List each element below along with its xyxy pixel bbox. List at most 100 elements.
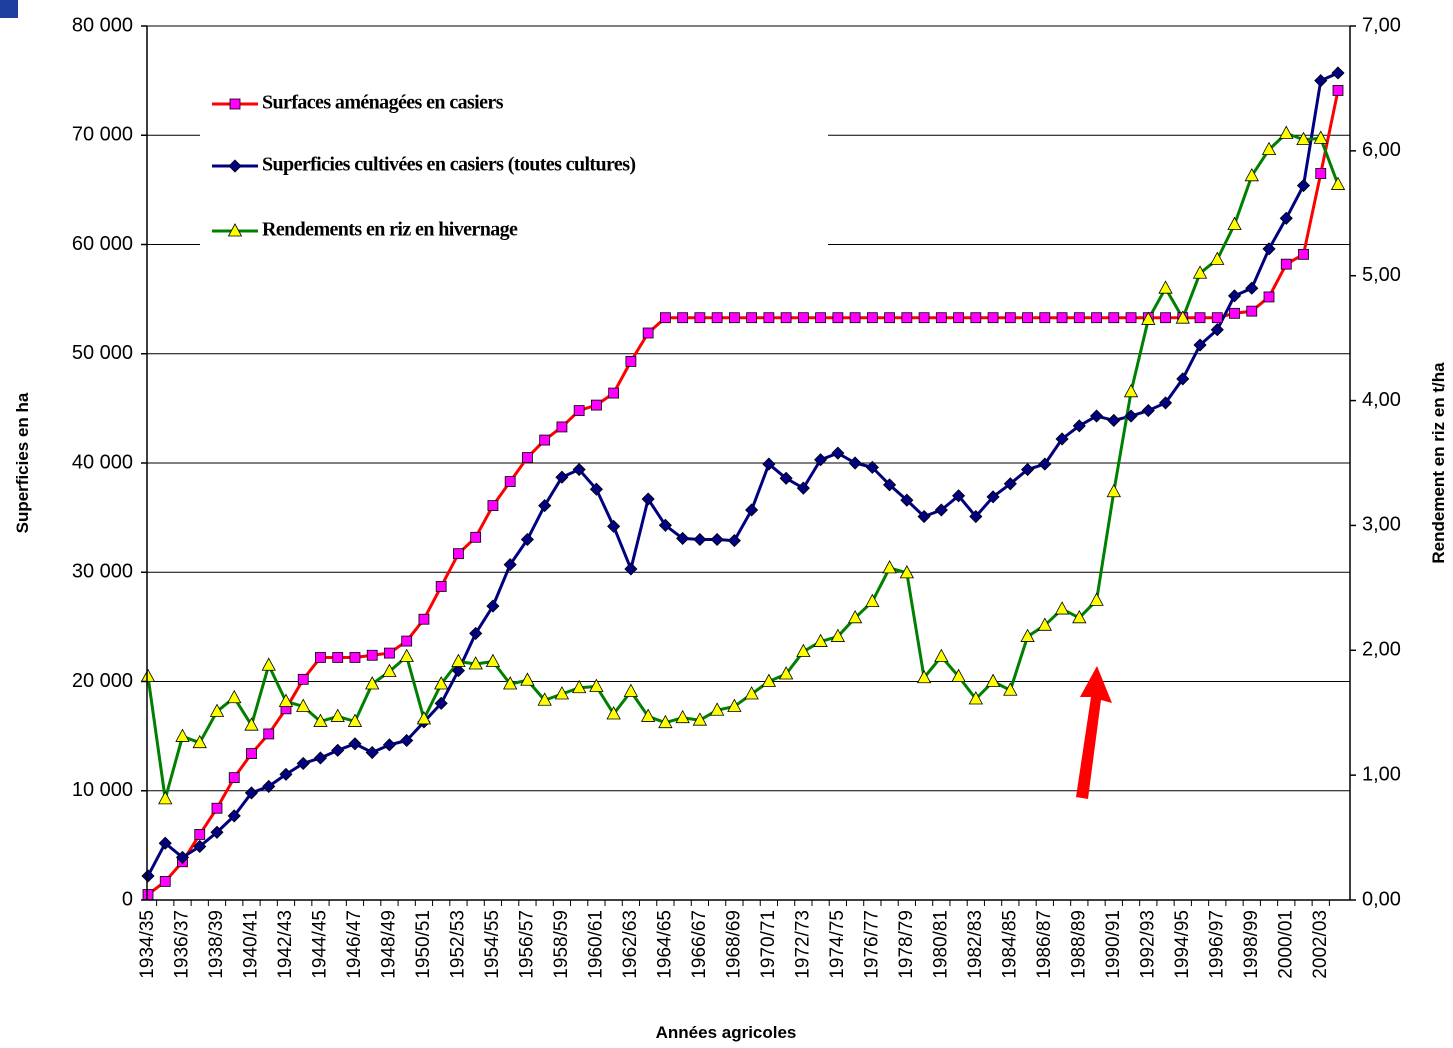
- marker: [711, 312, 723, 324]
- marker: [503, 676, 518, 690]
- marker: [175, 850, 190, 864]
- marker: [538, 499, 552, 513]
- marker: [1158, 280, 1173, 294]
- x-tick-label: 1974/75: [827, 910, 848, 979]
- y2-tick-label: 7,00: [1362, 14, 1401, 36]
- marker: [658, 714, 673, 729]
- marker: [677, 312, 689, 324]
- marker: [865, 460, 879, 474]
- x-tick-label: 1968/69: [723, 910, 744, 979]
- marker: [347, 713, 363, 727]
- y-axis-label: Superficies en ha: [13, 392, 32, 533]
- marker: [589, 482, 603, 496]
- marker: [918, 312, 930, 324]
- x-tick-label: 1950/51: [413, 910, 434, 979]
- marker: [384, 647, 395, 659]
- marker: [503, 558, 517, 572]
- marker: [900, 493, 914, 507]
- marker: [487, 500, 499, 512]
- marker: [986, 490, 1000, 504]
- marker: [745, 503, 759, 517]
- marker: [1227, 216, 1242, 230]
- marker: [229, 98, 241, 110]
- marker: [400, 733, 414, 748]
- marker: [1175, 310, 1190, 324]
- marker: [451, 653, 466, 667]
- marker: [1141, 311, 1156, 325]
- x-tick-label: 1952/53: [447, 910, 468, 979]
- marker: [1296, 178, 1311, 193]
- marker: [884, 312, 895, 324]
- marker: [1037, 617, 1052, 631]
- series-line: [147, 90, 1340, 896]
- marker: [642, 327, 654, 339]
- marker: [658, 518, 672, 532]
- marker: [1227, 289, 1242, 303]
- marker: [1003, 477, 1017, 491]
- marker: [228, 159, 242, 173]
- y-tick-label: 50 000: [72, 342, 133, 364]
- marker: [504, 476, 516, 487]
- marker: [1331, 66, 1345, 80]
- marker: [882, 560, 897, 574]
- marker: [278, 693, 294, 707]
- marker: [572, 462, 586, 477]
- x-tick-label: 1956/57: [516, 910, 537, 979]
- x-tick-label: 1988/89: [1068, 910, 1089, 979]
- marker: [1089, 592, 1104, 606]
- marker: [746, 312, 758, 324]
- marker: [451, 664, 466, 678]
- x-tick-label: 1984/85: [999, 910, 1020, 979]
- marker: [951, 668, 966, 682]
- marker: [262, 779, 276, 793]
- marker: [1091, 312, 1102, 324]
- x-tick-label: 1938/39: [206, 910, 227, 979]
- marker: [297, 673, 309, 685]
- marker: [1315, 168, 1327, 179]
- marker: [279, 767, 293, 781]
- y2-tick-label: 4,00: [1362, 389, 1401, 411]
- marker: [1313, 130, 1328, 144]
- marker: [694, 312, 706, 324]
- marker: [815, 312, 827, 324]
- marker: [1279, 125, 1294, 139]
- marker: [366, 649, 378, 661]
- marker: [348, 737, 362, 751]
- marker: [606, 706, 621, 720]
- marker: [1054, 601, 1070, 615]
- marker: [1056, 312, 1068, 324]
- marker: [693, 532, 707, 547]
- marker: [1072, 609, 1087, 624]
- marker: [332, 652, 344, 663]
- marker: [727, 534, 741, 548]
- marker: [1073, 312, 1085, 324]
- marker: [193, 839, 207, 854]
- marker: [830, 628, 846, 642]
- marker: [901, 312, 913, 324]
- marker: [797, 312, 809, 324]
- marker: [934, 648, 949, 662]
- marker: [263, 728, 275, 740]
- marker: [209, 703, 225, 717]
- x-tick-label: 1960/61: [585, 910, 606, 979]
- x-tick-label: 1970/71: [758, 910, 779, 979]
- x-axis-label: Années agricoles: [656, 1023, 797, 1042]
- marker: [970, 312, 982, 324]
- marker: [710, 532, 724, 547]
- marker: [1160, 312, 1171, 324]
- marker: [1279, 211, 1293, 225]
- x-tick-label: 1964/65: [654, 910, 675, 979]
- marker: [1072, 419, 1086, 433]
- marker: [728, 312, 740, 324]
- marker: [434, 676, 449, 690]
- x-tick-label: 1990/91: [1103, 910, 1124, 979]
- marker: [416, 711, 432, 725]
- marker: [382, 663, 397, 677]
- marker: [175, 728, 190, 742]
- y2-tick-label: 5,00: [1362, 264, 1401, 286]
- marker: [1210, 251, 1225, 265]
- marker: [591, 399, 602, 411]
- marker: [865, 593, 880, 607]
- marker: [313, 751, 328, 765]
- legend-label: Superficies cultivées en casiers (toutes…: [262, 154, 635, 176]
